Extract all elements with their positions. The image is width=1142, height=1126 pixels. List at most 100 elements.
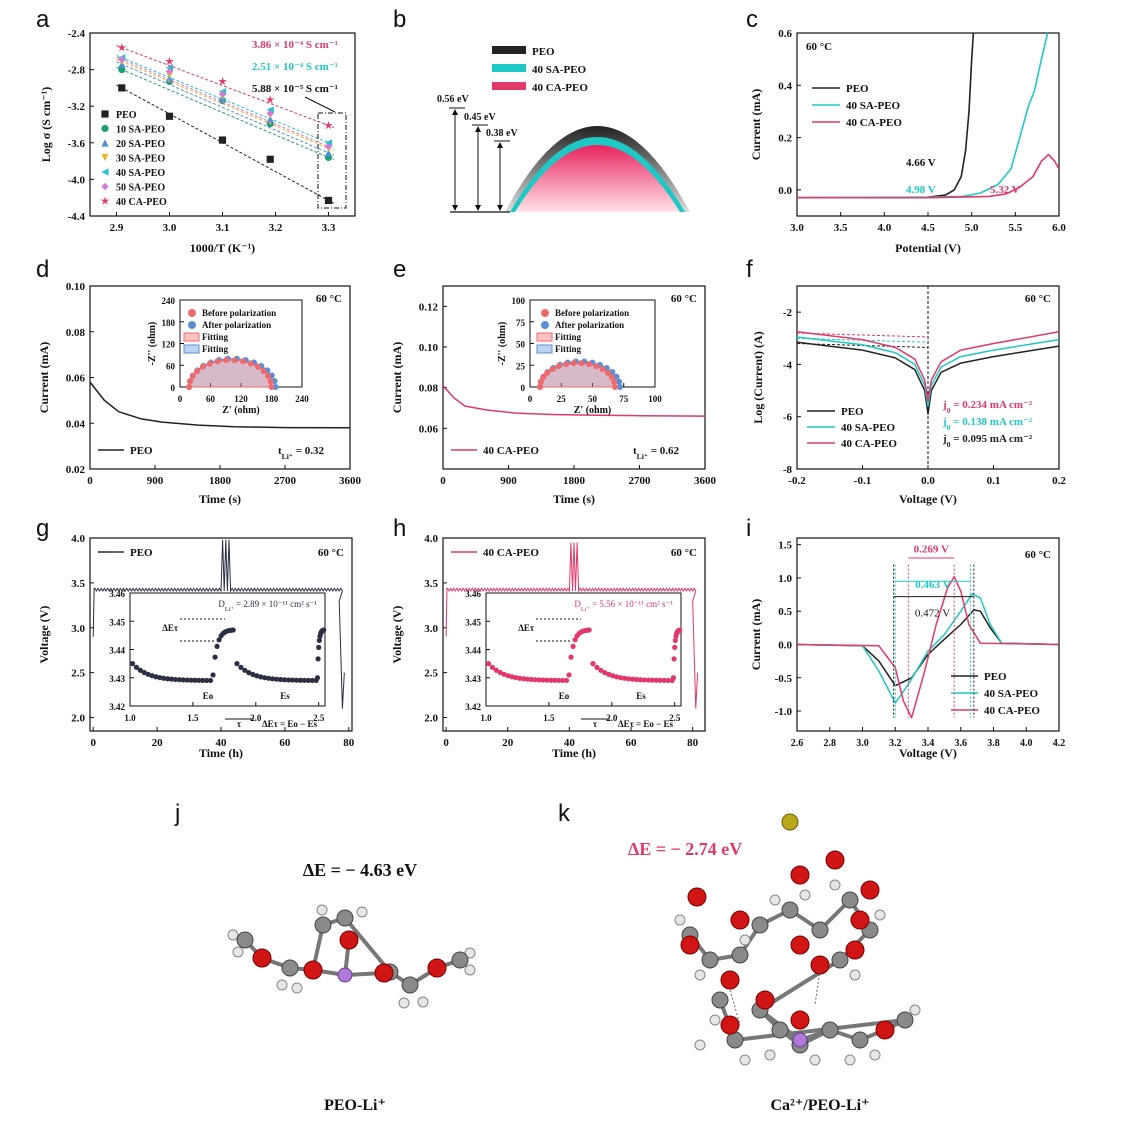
d-inset-ylabel: -Z'' (ohm) (147, 322, 158, 366)
f-series-line (796, 331, 1060, 402)
oxygen-atom (303, 960, 323, 980)
e-nyquist-point (562, 361, 569, 368)
d-nyquist-point (268, 384, 275, 390)
a-x-tick-label: 3.2 (269, 222, 283, 234)
e-temp: 60 °C (671, 293, 697, 305)
a-fit-line (116, 45, 334, 128)
i-y-tick-label: -1.0 (775, 706, 793, 718)
a-legend-marker (101, 110, 109, 118)
h-inset-point (657, 677, 663, 683)
g-inset-point (200, 677, 206, 683)
f-ylabel: Log (Current) (A) (751, 331, 765, 423)
a-data-point (324, 149, 333, 157)
a-data-point (117, 42, 127, 52)
h-inset-point (598, 667, 604, 673)
d-nyquist-point (240, 358, 247, 365)
a-annotation: 3.86 × 10⁻⁴ S cm⁻¹ (252, 39, 338, 51)
g-inset-point (216, 637, 222, 643)
d-series-line (89, 381, 351, 429)
panel-letter-f: f (746, 256, 753, 283)
e-nyquist-point (570, 360, 577, 367)
axes-i (796, 537, 1060, 732)
g-inset-point (129, 661, 136, 667)
oxygen-atom (755, 990, 775, 1010)
i-annotation: 0.269 V (914, 544, 949, 556)
c-legend-label: 40 CA-PEO (846, 117, 902, 129)
b-legend-label: 40 SA-PEO (532, 64, 587, 76)
oxygen-atom (790, 1010, 810, 1030)
h-temp: 60 °C (671, 547, 697, 559)
oxygen-atom (875, 1020, 895, 1040)
g-inset-point (141, 669, 147, 676)
e-x-tick-label: 2700 (629, 475, 652, 487)
b-legend-swatch (492, 82, 526, 90)
g-ylabel: Voltage (V) (37, 606, 51, 664)
f-j0-label: j0 = 0.138 mA cm⁻² (942, 416, 1033, 432)
g-inset-point (315, 656, 321, 662)
d-inset-y-tick: 120 (162, 340, 176, 350)
hydrogen-atom (764, 1049, 776, 1061)
h-y-tick-label: 2.5 (424, 668, 438, 680)
g-inset-point (250, 671, 256, 677)
oxygen-atom (427, 958, 447, 978)
g-x-tick-label: 20 (152, 737, 164, 749)
d-x-tick-label: 900 (147, 475, 164, 487)
a-y-tick-label: -3.6 (68, 138, 86, 150)
c-annotation: 4.98 V (906, 184, 936, 196)
h-y-tick-label: 2.0 (424, 713, 438, 725)
e-inset-x-tick: 100 (648, 394, 662, 404)
h-inset-label: τ (593, 719, 598, 729)
g-inset-y-tick: 3.43 (109, 674, 125, 684)
a-data-point (266, 155, 274, 163)
g-inset-diffusion: DLi⁺ = 2.89 × 10⁻¹¹ cm² s⁻¹ (218, 599, 317, 613)
e-inset-x-tick: 25 (557, 394, 567, 404)
h-inset-point (665, 677, 671, 684)
c-xlabel: Potential (V) (895, 241, 961, 255)
d-xlabel: Time (s) (199, 492, 241, 506)
i-y-tick-label: 1.5 (778, 540, 792, 552)
h-inset-point (489, 664, 496, 670)
oxygen-atom (810, 955, 830, 975)
g-inset-point (281, 677, 288, 683)
f-j0-label: j0 = 0.095 mA cm⁻² (942, 433, 1033, 449)
e-xlabel: Time (s) (553, 492, 595, 506)
b-legend-swatch (492, 46, 526, 54)
hydrogen-atom (874, 909, 886, 921)
c-legend-label: PEO (846, 83, 869, 95)
f-tafel-fit (796, 332, 929, 338)
h-inset-point (536, 677, 542, 683)
carbon-atom (451, 951, 469, 969)
c-x-tick-label: 5.0 (965, 222, 979, 234)
d-x-tick-label: 1800 (209, 475, 232, 487)
g-x-tick-label: 40 (216, 737, 228, 749)
g-inset-point (165, 676, 171, 682)
h-series-line (445, 542, 699, 709)
h-inset-point (544, 677, 550, 683)
h-inset-diffusion: DLi⁺ = 5.56 × 10⁻¹¹ cm² s⁻¹ (574, 599, 673, 613)
h-legend-label: 40 CA-PEO (483, 547, 539, 559)
hydrogen-atom (739, 934, 751, 946)
a-legend-label: 20 SA-PEO (116, 139, 165, 150)
e-nyquist-point (616, 378, 623, 385)
h-inset-point (610, 673, 616, 679)
carbon-atom (751, 916, 769, 934)
d-nyquist-point (223, 357, 230, 364)
panel-letter-c: c (746, 6, 758, 33)
g-inset-point (258, 674, 264, 680)
d-tli: tLi⁺ = 0.32 (278, 445, 325, 461)
h-inset-point (552, 677, 558, 683)
e-y-tick-label: 0.08 (419, 383, 439, 395)
d-inset-xlabel: Z' (ohm) (222, 405, 260, 416)
g-inset-x-tick: 1.5 (187, 713, 199, 723)
lithium-atom (337, 967, 353, 983)
hydrogen-atom (809, 1054, 821, 1066)
a-legend-marker (101, 124, 109, 133)
a-data-point (266, 106, 274, 114)
g-inset-y-tick: 3.42 (109, 702, 125, 712)
g-inset-point (230, 627, 236, 633)
h-inset-point (670, 675, 677, 681)
e-nyquist-point (599, 366, 606, 373)
e-nyquist-point (604, 369, 611, 376)
c-y-tick-label: 0.2 (778, 133, 792, 145)
oxygen-atom (374, 963, 394, 983)
